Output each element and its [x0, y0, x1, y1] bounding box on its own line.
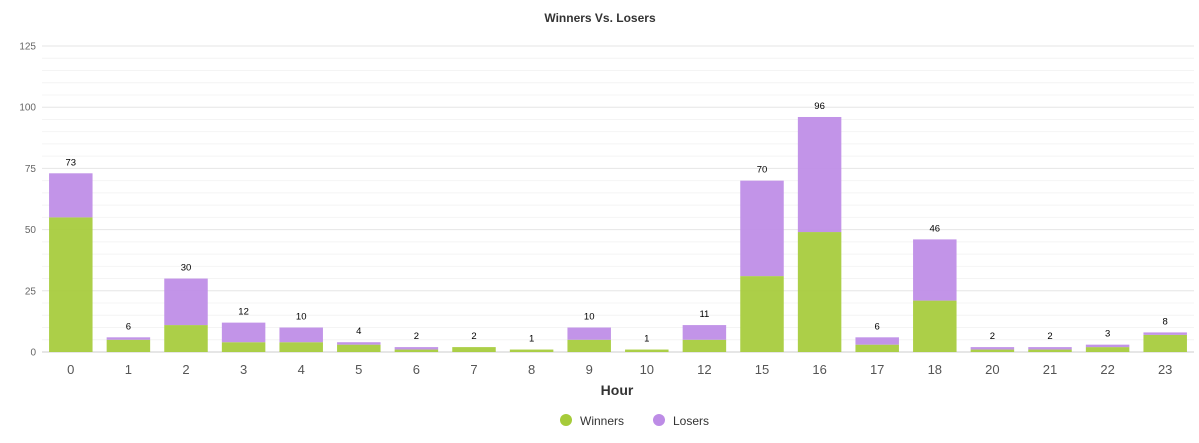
y-axis-ticks: 0 25 50 75 100 125: [19, 42, 36, 359]
x-tick-label: 8: [528, 362, 535, 377]
data-label-hour-18: 46: [930, 223, 941, 234]
bar-winners-hour-1[interactable]: [106, 339, 151, 352]
bar-winners-hour-8[interactable]: [509, 349, 554, 352]
legend: Winners Losers: [560, 414, 709, 428]
bar-winners-hour-20[interactable]: [970, 349, 1015, 352]
x-tick-label: 10: [640, 362, 654, 377]
x-tick-label: 21: [1043, 362, 1057, 377]
bar-winners-hour-10[interactable]: [625, 349, 669, 352]
x-tick-label: 0: [67, 362, 74, 377]
x-tick-label: 6: [413, 362, 420, 377]
data-label-hour-10: 1: [644, 334, 649, 345]
legend-marker-winners: [560, 414, 572, 426]
x-tick-label: 16: [812, 362, 826, 377]
x-tick-label: 12: [697, 362, 711, 377]
y-tick-label: 25: [25, 286, 37, 297]
y-tick-label: 75: [25, 164, 37, 175]
data-label-hour-4: 10: [296, 312, 307, 323]
data-label-hour-9: 10: [584, 312, 595, 323]
data-label-hour-12: 11: [699, 309, 709, 320]
bar-losers-hour-9[interactable]: [567, 327, 611, 340]
data-label-hour-7: 2: [471, 331, 476, 342]
bar-losers-hour-2[interactable]: [164, 278, 208, 326]
y-tick-label: 0: [30, 348, 36, 359]
bar-losers-hour-12[interactable]: [682, 325, 727, 340]
legend-item-winners[interactable]: Winners: [560, 414, 624, 428]
bar-losers-hour-23[interactable]: [1143, 332, 1187, 335]
gridlines: [42, 45, 1194, 341]
bar-winners-hour-4[interactable]: [279, 342, 323, 352]
legend-label-winners: Winners: [580, 414, 624, 428]
data-label-hour-15: 70: [757, 165, 768, 176]
bar-losers-hour-4[interactable]: [279, 327, 323, 343]
bar-winners-hour-17[interactable]: [855, 344, 899, 352]
x-tick-label: 20: [985, 362, 999, 377]
x-tick-label: 3: [240, 362, 247, 377]
bar-winners-hour-15[interactable]: [740, 276, 784, 352]
x-axis-ticks: 0 1 2 3 4 5 6 7 8 9 10 12 15 16 17 18 20 21 22 23: [67, 362, 1172, 377]
bar-winners-hour-23[interactable]: [1143, 334, 1187, 352]
x-tick-label: 2: [182, 362, 189, 377]
bar-losers-hour-20[interactable]: [970, 347, 1015, 350]
bar-losers-hour-16[interactable]: [797, 116, 842, 233]
bars: [49, 116, 1187, 352]
bar-losers-hour-3[interactable]: [221, 322, 266, 343]
x-tick-label: 5: [355, 362, 362, 377]
data-label-hour-1: 6: [126, 321, 131, 332]
x-tick-label: 4: [298, 362, 305, 377]
bar-winners-hour-2[interactable]: [164, 325, 208, 352]
bar-winners-hour-21[interactable]: [1028, 349, 1072, 352]
bar-winners-hour-3[interactable]: [221, 342, 266, 352]
x-tick-label: 17: [870, 362, 884, 377]
x-tick-label: 18: [928, 362, 942, 377]
bar-losers-hour-17[interactable]: [855, 337, 899, 345]
chart-title: Winners Vs. Losers: [544, 11, 656, 25]
x-tick-label: 7: [470, 362, 477, 377]
data-label-hour-22: 3: [1105, 329, 1110, 340]
data-label-hour-6: 2: [414, 331, 419, 342]
data-label-hour-20: 2: [990, 331, 995, 342]
bar-losers-hour-1[interactable]: [106, 337, 151, 340]
bar-losers-hour-6[interactable]: [394, 347, 439, 350]
bar-winners-hour-7[interactable]: [452, 347, 496, 352]
bar-winners-hour-16[interactable]: [797, 232, 842, 352]
bar-winners-hour-9[interactable]: [567, 339, 611, 352]
x-tick-label: 1: [125, 362, 132, 377]
bar-losers-hour-0[interactable]: [49, 173, 93, 218]
bar-losers-hour-15[interactable]: [740, 180, 784, 277]
x-axis-label: Hour: [601, 382, 634, 398]
bar-winners-hour-5[interactable]: [337, 344, 381, 352]
legend-item-losers[interactable]: Losers: [653, 414, 709, 428]
data-label-hour-21: 2: [1047, 331, 1052, 342]
data-label-hour-8: 1: [529, 334, 534, 345]
x-tick-label: 22: [1100, 362, 1114, 377]
legend-marker-losers: [653, 414, 665, 426]
bar-winners-hour-18[interactable]: [913, 300, 957, 352]
bar-losers-hour-18[interactable]: [913, 239, 957, 301]
bar-losers-hour-21[interactable]: [1028, 347, 1072, 350]
data-label-hour-23: 8: [1163, 316, 1168, 327]
bar-losers-hour-22[interactable]: [1085, 344, 1130, 348]
bar-losers-hour-5[interactable]: [337, 342, 381, 345]
y-tick-label: 125: [19, 42, 36, 53]
bar-winners-hour-22[interactable]: [1085, 347, 1130, 352]
bar-winners-hour-0[interactable]: [49, 217, 93, 352]
data-label-hour-17: 6: [875, 321, 880, 332]
bar-winners-hour-12[interactable]: [682, 339, 727, 352]
legend-label-losers: Losers: [673, 414, 709, 428]
x-tick-label: 23: [1158, 362, 1172, 377]
data-label-hour-5: 4: [356, 326, 361, 337]
y-tick-label: 50: [25, 225, 37, 236]
bar-winners-hour-6[interactable]: [394, 349, 439, 352]
data-label-hour-16: 96: [814, 101, 825, 112]
y-tick-label: 100: [19, 103, 36, 114]
x-tick-label: 9: [586, 362, 593, 377]
data-label-hour-2: 30: [181, 263, 192, 274]
data-label-hour-3: 12: [238, 307, 249, 318]
data-label-hour-0: 73: [66, 157, 77, 168]
x-tick-label: 15: [755, 362, 769, 377]
